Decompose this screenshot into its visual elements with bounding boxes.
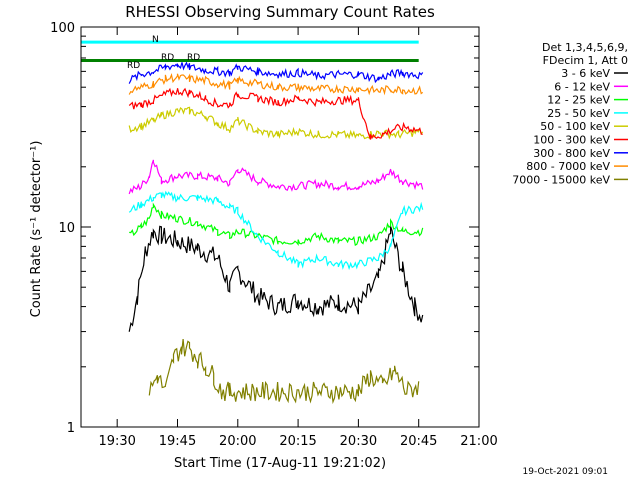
y-axis-label: Count Rate (s⁻¹ detector⁻¹) [29, 141, 44, 318]
x-tick-label: 20:00 [219, 434, 256, 449]
series-line-9 [148, 338, 420, 405]
annotation-label: RD [127, 61, 140, 71]
annotation-label: RD [161, 53, 174, 63]
legend-header: FDecim 1, Att 0 [543, 54, 628, 67]
legend-label: 300 - 800 keV [533, 147, 610, 160]
series-line-5 [128, 106, 424, 140]
legend-label: 100 - 300 keV [533, 134, 610, 147]
generated-timestamp: 19-Oct-2021 09:01 [523, 467, 608, 477]
legend-label: 12 - 25 keV [547, 94, 610, 107]
legend: Det 1,3,4,5,6,9,FDecim 1, Att 03 - 6 keV… [512, 41, 628, 186]
legend-label: 7000 - 15000 keV [512, 173, 610, 186]
series-line-4 [128, 190, 424, 271]
x-tick-label: 20:15 [279, 434, 316, 449]
series-line-2 [128, 159, 424, 195]
x-tick-label: 19:45 [159, 434, 196, 449]
legend-label: 25 - 50 keV [547, 107, 610, 120]
chart-title: RHESSI Observing Summary Count Rates [125, 3, 435, 21]
y-tick-label: 1 [67, 421, 75, 436]
series-line-6 [128, 87, 423, 140]
series-line-8 [128, 73, 424, 96]
legend-label: 50 - 100 keV [540, 120, 610, 133]
series-line-3 [129, 202, 424, 247]
annotation-label: RD [187, 53, 200, 63]
y-tick-label: 10 [58, 221, 75, 236]
legend-label: 6 - 12 keV [554, 80, 610, 93]
x-tick-label: 20:30 [340, 434, 377, 449]
x-axis-label: Start Time (17-Aug-11 19:21:02) [174, 456, 386, 471]
x-tick-label: 20:45 [400, 434, 437, 449]
legend-header: Det 1,3,4,5,6,9, [542, 41, 628, 54]
series-line-1 [128, 225, 424, 332]
y-tick-label: 100 [50, 21, 75, 36]
legend-label: 800 - 7000 keV [526, 160, 610, 173]
annotation-label: N [152, 35, 159, 45]
x-tick-label: 21:00 [460, 434, 497, 449]
x-tick-label: 19:30 [98, 434, 135, 449]
legend-label: 3 - 6 keV [561, 67, 610, 80]
series-line-7 [128, 61, 424, 84]
